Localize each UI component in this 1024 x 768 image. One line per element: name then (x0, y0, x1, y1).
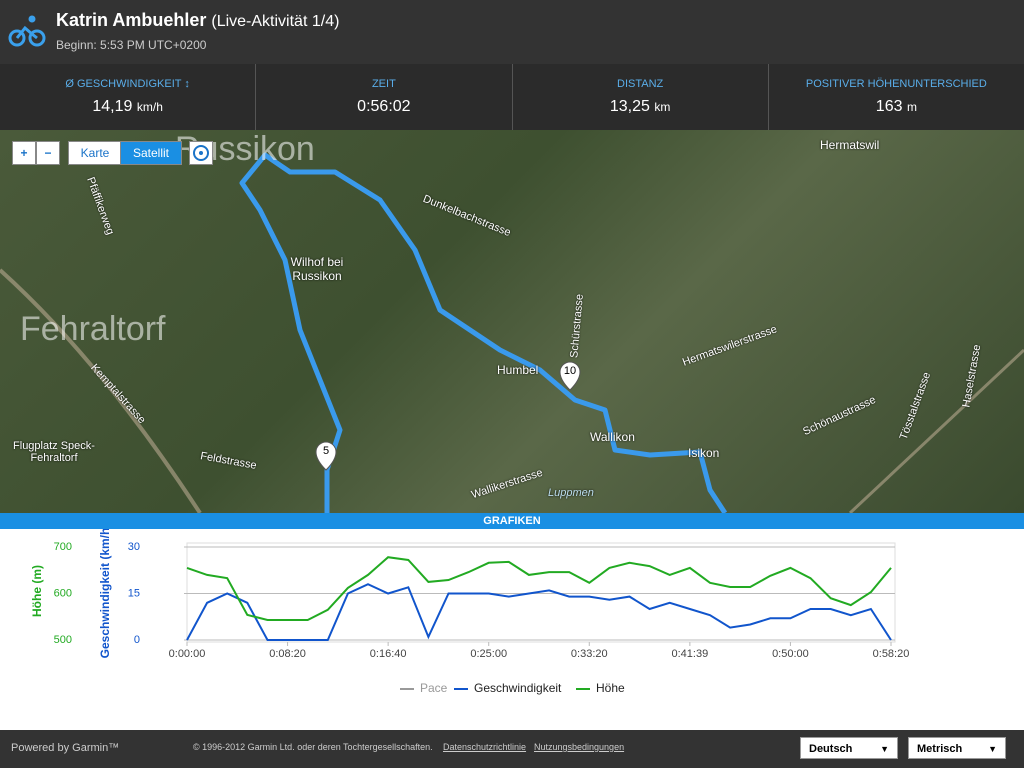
units: Metrisch (917, 743, 963, 755)
stat-number: 14,19 (92, 98, 133, 115)
x-tick-label: 0:08:20 (269, 648, 306, 660)
header: Katrin Ambuehler (Live-Aktivität 1/4) Be… (0, 0, 1024, 64)
stat-value: 163 m (769, 98, 1024, 116)
athlete-name: Katrin Ambuehler (56, 10, 207, 30)
locate-button[interactable] (189, 141, 213, 165)
stat-label: Ø GESCHWINDIGKEIT ↕ (0, 78, 255, 90)
series-line (186, 583, 892, 641)
marker-label: 10 (564, 365, 576, 377)
zoom-out[interactable]: − (36, 141, 60, 165)
map-label: Fehraltorf (20, 310, 166, 348)
sort-icon[interactable]: ↕ (181, 78, 190, 90)
stat-unit: m (906, 100, 917, 114)
map-label: Wallikon (590, 430, 635, 444)
x-tick-label: 0:58:20 (873, 648, 910, 660)
stat-label: ZEIT (256, 78, 511, 90)
y2-tick-label: 0 (134, 634, 140, 646)
legend-label: Höhe (596, 681, 625, 695)
map-label: Humbel (497, 363, 539, 377)
map[interactable]: 5 10 Russikon Fehraltorf Wilhof bei Russ… (0, 130, 1024, 513)
stat-label-text: Ø GESCHWINDIGKEIT (65, 78, 182, 90)
privacy-link[interactable]: Datenschutzrichtlinie (443, 742, 527, 752)
language-select[interactable]: Deutsch ▼ (800, 737, 898, 759)
terms-link[interactable]: Nutzungsbedingungen (534, 742, 625, 752)
map-label: Wilhof bei Russikon (290, 255, 344, 283)
subtitle: Beginn: 5:53 PM UTC+0200 (56, 38, 207, 52)
y-tick-label: 700 (54, 541, 72, 553)
stat-number: 0:56:02 (357, 98, 411, 115)
stats-bar: Ø GESCHWINDIGKEIT ↕ 14,19 km/h ZEIT 0:56:02… (0, 64, 1024, 130)
chart: Höhe (m) Geschwindigkeit (km/h) 500 600 70… (30, 529, 910, 695)
stat-unit: km/h (136, 100, 163, 114)
map-label: Isikon (688, 446, 720, 460)
stat-value: 0:56:02 (256, 98, 511, 116)
title: Katrin Ambuehler (Live-Aktivität 1/4) (56, 10, 339, 31)
legend-label: Pace (420, 681, 448, 695)
route-layer: 5 10 (0, 152, 1024, 513)
stat-label: DISTANZ (513, 78, 768, 90)
map-type-map[interactable]: Karte (68, 141, 122, 165)
stat-label-text: DISTANZ (617, 78, 664, 90)
section-header: GRAFIKEN (0, 513, 1024, 529)
copyright: © 1996-2012 Garmin Ltd. oder deren Tocht… (193, 742, 433, 752)
stat-label: POSITIVER HÖHENUNTERSCHIED (769, 78, 1024, 90)
marker[interactable]: 10 (559, 361, 581, 391)
stat: DISTANZ 13,25 km (513, 64, 769, 130)
series-line (186, 556, 892, 621)
x-tick-label: 0:41:39 (672, 648, 709, 660)
y2-axis-title: Geschwindigkeit (km/h) (98, 529, 112, 658)
y-tick-label: 600 (54, 587, 72, 599)
y-tick-label: 500 (54, 634, 72, 646)
stat-label-text: POSITIVER HÖHENUNTERSCHIED (805, 78, 987, 90)
x-tick-label: 0:16:40 (370, 648, 407, 660)
powered-by: Powered by Garmin™ (11, 742, 120, 754)
x-tick-label: 0:00:00 (169, 648, 206, 660)
language: Deutsch (809, 743, 853, 755)
legend-label: Geschwindigkeit (474, 681, 562, 695)
stat: Ø GESCHWINDIGKEIT ↕ 14,19 km/h (0, 64, 257, 130)
stat-number: 13,25 (609, 98, 650, 115)
marker-label: 5 (323, 445, 329, 457)
stat-unit: km (654, 100, 671, 114)
stat-number: 163 (875, 98, 903, 115)
y2-tick-label: 30 (128, 541, 140, 553)
bike-icon (8, 15, 46, 47)
plot-area (186, 542, 896, 643)
x-tick-label: 0:33:20 (571, 648, 608, 660)
map-label: Luppmen (548, 487, 594, 499)
stat-value: 13,25 km (513, 98, 768, 116)
zoom-in[interactable]: + (12, 141, 36, 165)
y-axis-title: Höhe (m) (30, 565, 44, 617)
x-tick-label: 0:25:00 (470, 648, 507, 660)
stat: ZEIT 0:56:02 (256, 64, 513, 130)
stat: POSITIVER HÖHENUNTERSCHIED 163 m (769, 64, 1024, 130)
stat-label-text: ZEIT (371, 78, 396, 90)
route (239, 152, 728, 513)
activity-label: (Live-Aktivität 1/4) (211, 13, 340, 30)
y2-tick-label: 15 (128, 587, 140, 599)
stat-value: 14,19 km/h (0, 98, 255, 116)
units-select[interactable]: Metrisch ▼ (908, 737, 1006, 759)
map-label: Flugplatz Speck-Fehraltorf (13, 440, 95, 464)
x-tick-label: 0:50:00 (772, 648, 809, 660)
map-type-satellite[interactable]: Satellit (120, 141, 182, 165)
map-label: Hermatswil (820, 138, 880, 152)
marker[interactable]: 5 (315, 441, 337, 471)
